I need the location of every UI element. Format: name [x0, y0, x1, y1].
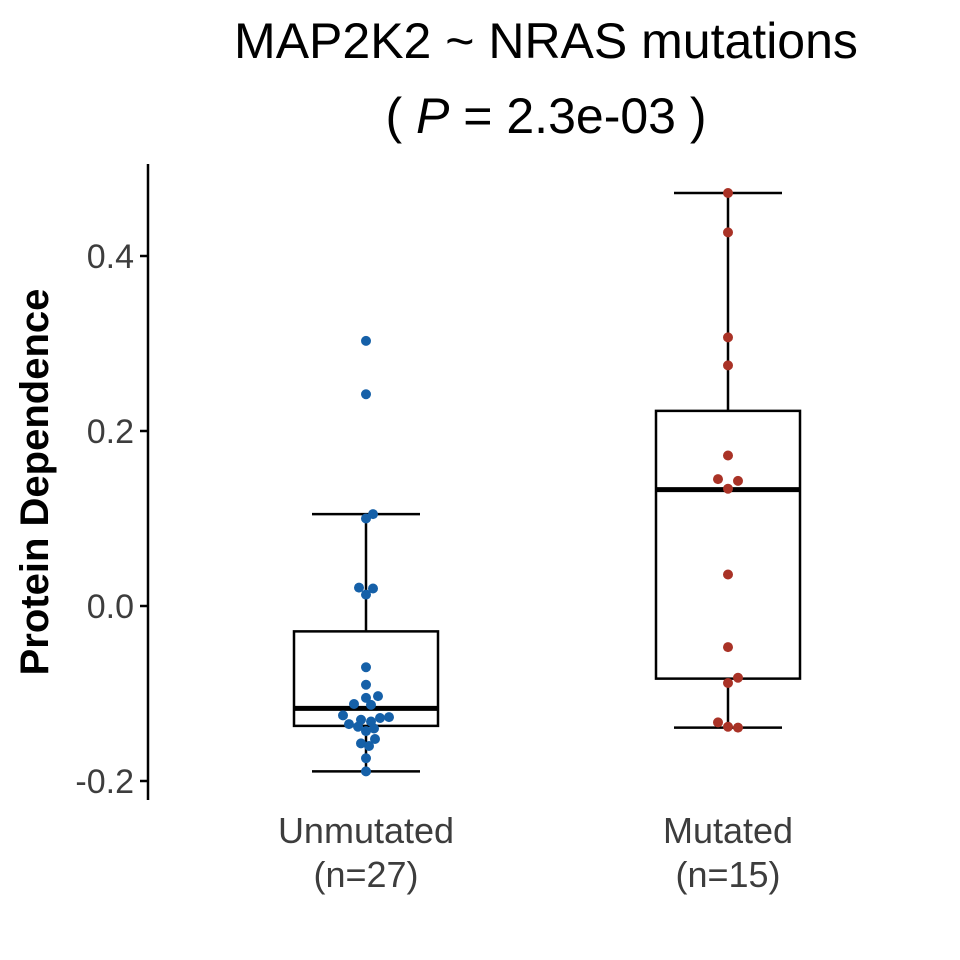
data-point: [723, 227, 733, 238]
data-point: [361, 753, 371, 764]
data-point: [713, 717, 723, 728]
data-point: [344, 719, 354, 730]
data-point: [733, 672, 743, 683]
x-axis-category-labels: Unmutated(n=27) Mutated(n=15): [278, 810, 793, 895]
data-point: [723, 483, 733, 494]
data-points: [338, 188, 743, 777]
y-tick-label: 0.4: [87, 238, 134, 276]
data-point: [723, 360, 733, 371]
data-point: [370, 734, 380, 744]
data-point: [733, 475, 743, 486]
data-point: [361, 766, 371, 777]
iqr-box: [292, 630, 440, 728]
x-category-label: Unmutated: [278, 810, 454, 851]
data-point: [353, 721, 363, 732]
data-point: [361, 679, 371, 690]
data-point: [723, 678, 733, 688]
chart-subtitle: ( P = 2.3e-03 ): [385, 88, 706, 144]
data-point: [361, 589, 371, 600]
data-point: [354, 582, 364, 593]
data-point: [356, 738, 366, 749]
data-point: [361, 513, 371, 524]
data-point: [723, 569, 733, 580]
data-point: [723, 642, 733, 653]
data-point: [373, 691, 383, 702]
data-point: [338, 710, 348, 721]
data-point: [713, 474, 723, 485]
y-tick-label: -0.2: [75, 763, 134, 801]
data-point: [723, 450, 733, 461]
x-category-count: (n=15): [675, 854, 780, 895]
data-point: [364, 741, 374, 751]
data-point: [384, 712, 394, 723]
y-axis-ticks: -0.2 0.0 0.2 0.4: [75, 238, 148, 801]
y-tick-label: 0.2: [87, 413, 134, 451]
chart-title: MAP2K2 ~ NRAS mutations: [234, 13, 858, 69]
x-category-count: (n=27): [313, 854, 418, 895]
data-point: [349, 699, 359, 709]
data-point: [366, 699, 376, 710]
data-point: [723, 188, 733, 198]
data-point: [361, 389, 371, 400]
data-point: [361, 726, 371, 737]
y-axis-label: Protein Dependence: [13, 289, 57, 676]
y-tick-label: 0.0: [87, 588, 134, 626]
data-point: [723, 721, 733, 732]
data-point: [369, 723, 379, 734]
data-point: [723, 332, 733, 343]
x-category-label: Mutated: [663, 810, 793, 851]
data-point: [361, 335, 371, 346]
data-point: [375, 713, 385, 723]
data-point: [361, 662, 371, 673]
data-point: [733, 722, 743, 733]
data-point: [361, 692, 371, 703]
data-point: [368, 583, 378, 594]
